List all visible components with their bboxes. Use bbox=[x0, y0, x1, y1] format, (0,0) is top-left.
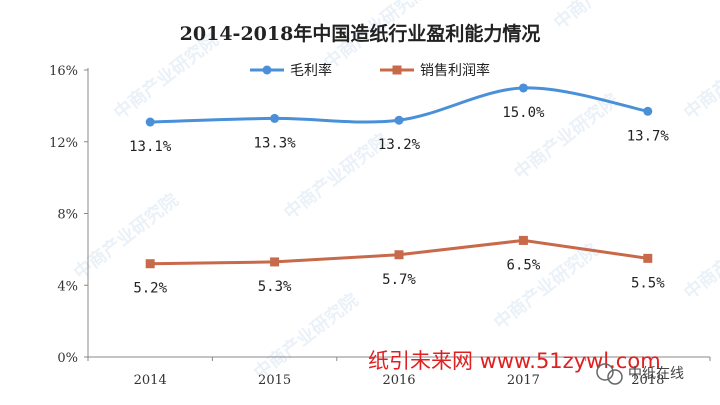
data-label: 15.0% bbox=[502, 105, 545, 121]
data-point bbox=[145, 117, 155, 127]
legend-label: 销售利润率 bbox=[420, 62, 490, 79]
series-1: 5.2% 5.3% 5.7% 6.5% 5.5% bbox=[133, 235, 665, 297]
watermark-text: 中商产业研究院 bbox=[280, 129, 393, 224]
legend-item-0: 毛利率 bbox=[250, 62, 332, 79]
data-point bbox=[394, 250, 404, 260]
x-tick-label: 2014 bbox=[134, 373, 167, 388]
data-label: 5.3% bbox=[258, 279, 292, 295]
watermark-text: 中商产业研究院 bbox=[680, 29, 720, 124]
data-point bbox=[270, 257, 280, 267]
axes: 0% 4% 8% 12% 16% 2014 2015 2016 2017 2018 bbox=[49, 64, 711, 388]
x-tick-label: 2015 bbox=[258, 373, 291, 388]
y-tick-label: 0% bbox=[57, 351, 78, 366]
y-tick-label: 16% bbox=[49, 64, 78, 79]
data-label: 13.7% bbox=[627, 128, 670, 144]
data-point bbox=[145, 259, 155, 269]
data-point bbox=[643, 253, 653, 263]
y-tick-label: 12% bbox=[49, 136, 78, 151]
chart-title: 2014-2018年中国造纸行业盈利能力情况 bbox=[180, 22, 541, 45]
data-label: 5.7% bbox=[382, 272, 416, 288]
x-tick-label: 2016 bbox=[382, 373, 415, 388]
data-label: 13.1% bbox=[129, 139, 172, 155]
legend-item-1: 销售利润率 bbox=[380, 62, 490, 79]
x-tick-label: 2017 bbox=[507, 373, 540, 388]
watermark-text: 中商产业研究院 bbox=[490, 239, 603, 334]
data-point bbox=[394, 115, 404, 125]
legend-label: 毛利率 bbox=[290, 62, 332, 79]
data-label: 5.5% bbox=[631, 275, 665, 291]
data-label: 5.2% bbox=[133, 281, 167, 297]
series-layer: 13.1% 13.3% 13.2% 15.0% 13.7% 5.2% 5.3% 5.7% 6.5… bbox=[129, 83, 669, 297]
watermark-text: 中商产业研究院 bbox=[550, 0, 663, 34]
data-point bbox=[643, 106, 653, 116]
wechat-badge: 中纸在线 bbox=[596, 363, 684, 385]
source-text[interactable]: 纸引未来网 www.51zywl.com bbox=[368, 349, 661, 373]
watermark-text: 中商产业研究院 bbox=[510, 89, 623, 184]
legend-marker bbox=[392, 65, 402, 75]
y-tick-label: 4% bbox=[57, 279, 78, 294]
data-label: 13.2% bbox=[378, 137, 421, 153]
data-point bbox=[270, 113, 280, 123]
source-footer: 纸引未来网 www.51zywl.com 中纸在线 bbox=[368, 349, 684, 385]
data-label: 13.3% bbox=[254, 135, 297, 151]
watermark-text: 中商产业研究院 bbox=[250, 289, 363, 384]
legend-marker bbox=[262, 65, 272, 75]
legend: 毛利率 销售利润率 bbox=[250, 62, 490, 79]
x-tick-label: 2018 bbox=[631, 373, 664, 388]
watermark-text: 中商产业研究院 bbox=[70, 189, 183, 284]
data-point bbox=[518, 235, 528, 245]
data-point bbox=[518, 83, 528, 93]
badge-label: 中纸在线 bbox=[628, 366, 684, 382]
data-label: 6.5% bbox=[507, 257, 541, 273]
y-tick-label: 8% bbox=[57, 208, 78, 223]
series-0: 13.1% 13.3% 13.2% 15.0% 13.7% bbox=[129, 83, 669, 155]
watermark-text: 中商产业研究院 bbox=[680, 209, 720, 304]
wechat-icon bbox=[596, 363, 623, 385]
